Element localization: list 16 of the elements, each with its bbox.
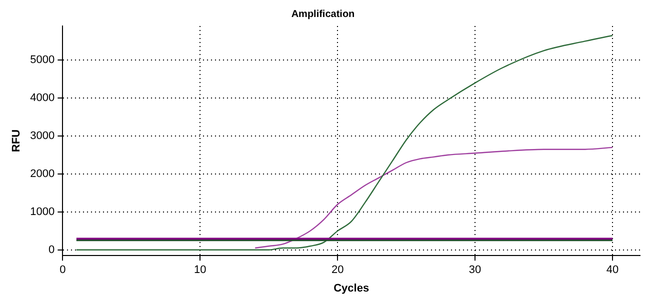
y-tick-label: 5000 (30, 54, 55, 66)
y-tick-label: 0 (48, 244, 55, 256)
y-axis-title: RFU (10, 129, 23, 152)
y-tick-label: 3000 (30, 130, 55, 142)
y-tick-label: 2000 (30, 168, 55, 180)
x-tick-label: 0 (60, 264, 66, 276)
x-tick-label: 10 (194, 264, 206, 276)
line-series (254, 146, 614, 249)
x-axis-title: Cycles (334, 282, 370, 294)
chart-title: Amplification (291, 8, 355, 20)
x-tick-label: 40 (606, 264, 619, 276)
y-tick-label: 1000 (30, 206, 55, 218)
y-tick-label: 4000 (30, 92, 55, 104)
x-tick-label: 20 (331, 264, 344, 276)
line-series (76, 34, 614, 251)
x-tick-label: 30 (468, 264, 482, 276)
